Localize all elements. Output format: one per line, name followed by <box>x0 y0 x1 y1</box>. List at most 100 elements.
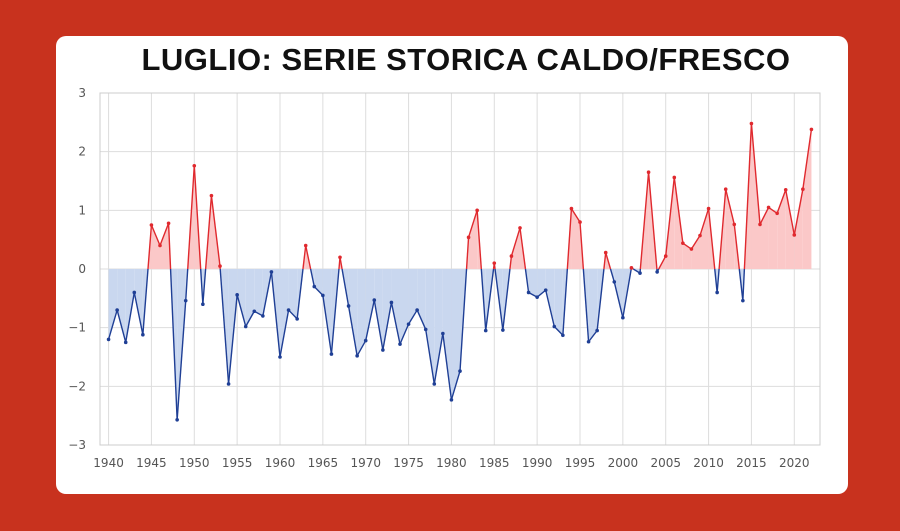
cool-line-segment <box>382 302 393 351</box>
warm-line-segment <box>718 189 727 270</box>
cool-area-segment <box>391 269 400 345</box>
data-point <box>561 333 565 338</box>
data-point <box>501 328 505 332</box>
data-point <box>723 187 728 192</box>
data-point <box>809 127 814 132</box>
data-point <box>192 163 197 168</box>
cool-area-segment <box>125 269 135 343</box>
cool-line-segment <box>142 268 149 335</box>
cool-area-segment <box>562 269 568 336</box>
cool-line-segment <box>714 268 718 293</box>
warm-line-segment <box>759 207 770 225</box>
data-point <box>398 342 402 346</box>
cool-line-segment <box>416 309 427 330</box>
cool-line-segment <box>347 305 358 356</box>
cool-area-segment <box>434 269 443 384</box>
x-tick-label: 1940 <box>93 456 124 470</box>
warm-line-segment <box>159 222 170 246</box>
data-point <box>526 290 531 295</box>
data-point <box>406 322 411 326</box>
warm-area-segment <box>160 223 169 269</box>
x-tick-label: 1945 <box>136 456 167 470</box>
y-tick-label: −2 <box>68 379 86 393</box>
warm-line-segment <box>743 123 753 270</box>
data-point <box>235 293 239 297</box>
x-tick-label: 1985 <box>479 456 510 470</box>
data-point <box>741 298 745 303</box>
data-point <box>449 398 454 402</box>
warm-area-segment <box>520 227 526 269</box>
data-point <box>543 288 548 292</box>
data-point <box>483 328 488 333</box>
warm-area-segment <box>751 123 760 269</box>
cool-line-segment <box>288 309 298 320</box>
data-point <box>389 300 394 305</box>
data-point <box>595 328 599 333</box>
cool-area-segment <box>365 269 375 341</box>
cool-line-segment <box>373 299 384 351</box>
cool-line-segment <box>133 292 144 335</box>
warm-area-segment <box>700 208 709 269</box>
warm-line-segment <box>519 227 527 270</box>
cool-area-segment <box>142 269 148 335</box>
data-point <box>415 308 419 312</box>
warm-line-segment <box>339 257 343 270</box>
data-point <box>295 317 299 321</box>
plot-border <box>99 92 821 446</box>
cool-area-segment <box>382 269 392 350</box>
x-tick-label: 1950 <box>179 456 210 470</box>
y-tick-label: 2 <box>78 145 86 159</box>
warm-line-segment <box>510 227 521 257</box>
x-tick-label: 1970 <box>350 456 381 470</box>
data-point <box>689 247 694 251</box>
warm-line-segment <box>665 177 675 257</box>
cool-line-segment <box>322 295 333 355</box>
warm-area-segment <box>511 227 520 269</box>
warm-line-segment <box>210 195 221 267</box>
data-point <box>432 382 437 386</box>
data-point <box>466 235 471 240</box>
data-point <box>261 314 265 318</box>
cool-line-segment <box>309 268 315 287</box>
cool-line-segment <box>596 268 605 331</box>
warm-line-segment <box>690 235 701 250</box>
data-point <box>475 208 479 213</box>
cool-line-segment <box>562 268 569 336</box>
warm-line-segment <box>605 252 612 270</box>
cool-line-segment <box>202 268 207 305</box>
cool-line-segment <box>485 268 495 331</box>
time-series-chart: −3 −2 −1 0 1 2 3 1940 1945 1950 1955 1960 1965 1970 19… <box>68 86 821 470</box>
data-point <box>706 206 711 211</box>
x-tick-label: 1990 <box>522 456 553 470</box>
cool-line-segment <box>425 329 435 385</box>
warm-area-segment <box>468 210 478 269</box>
y-tick-label: 0 <box>78 262 86 276</box>
warm-line-segment <box>465 237 470 270</box>
warm-area-segment <box>305 245 311 269</box>
cool-area-segment <box>288 269 298 319</box>
cool-line-segment <box>433 333 444 385</box>
y-tick-label: −3 <box>68 438 86 452</box>
data-point <box>423 327 428 332</box>
data-point <box>458 369 462 373</box>
cool-area-segment <box>425 269 435 384</box>
data-point <box>535 295 539 299</box>
x-tick-label: 1975 <box>393 456 424 470</box>
data-point <box>621 315 625 320</box>
data-point <box>492 261 497 265</box>
data-point <box>612 280 617 284</box>
data-point <box>243 324 248 329</box>
cool-area-segment <box>545 269 555 327</box>
data-point <box>346 304 351 308</box>
warm-line-segment <box>793 189 804 236</box>
cool-line-segment <box>116 309 127 343</box>
x-tick-label: 2000 <box>608 456 639 470</box>
cool-area-segment <box>614 269 623 318</box>
warm-area-segment <box>760 207 769 269</box>
chart-title: LUGLIO: SERIE STORICA CALDO/FRESCO <box>141 42 791 77</box>
warm-line-segment <box>570 208 581 223</box>
cool-line-segment <box>365 299 375 341</box>
cool-line-segment <box>219 268 230 385</box>
cool-line-segment <box>545 289 555 327</box>
x-tick-label: 1960 <box>265 456 296 470</box>
